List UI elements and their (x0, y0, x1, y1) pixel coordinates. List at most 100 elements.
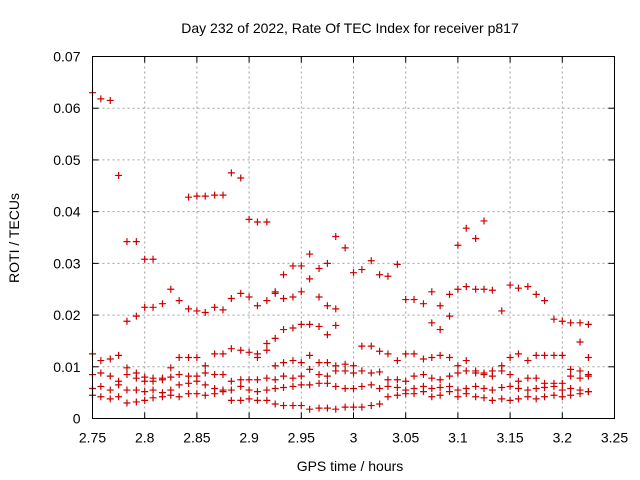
data-point-satellite-12 (350, 369, 357, 377)
data-point-satellite-12 (185, 372, 193, 380)
data-point-satellite-12 (201, 369, 209, 377)
data-point-satellite-12 (454, 369, 462, 377)
data-point-satellite-13 (271, 385, 279, 393)
data-point-satellite-13 (393, 383, 401, 391)
data-point-satellite-3 (219, 191, 227, 199)
data-point-satellite-11 (211, 350, 219, 358)
data-points (89, 89, 592, 413)
data-point-satellite-14 (227, 396, 235, 404)
data-point-satellite-7 (175, 297, 183, 305)
data-point-satellite-11 (506, 353, 514, 361)
data-point-satellite-11 (436, 351, 444, 359)
data-point-satellite-5 (393, 260, 401, 268)
data-point-satellite-14 (498, 395, 506, 403)
data-point-satellite-14 (297, 402, 305, 410)
data-point-satellite-10 (446, 312, 454, 320)
y-tick-label: 0.04 (53, 204, 80, 220)
data-point-satellite-12 (158, 376, 166, 384)
data-point-satellite-12 (472, 369, 480, 377)
data-point-satellite-13 (289, 382, 297, 390)
data-point-satellite-8 (550, 315, 558, 323)
y-tick-label: 0.05 (53, 152, 80, 168)
data-point-satellite-14 (419, 388, 427, 396)
data-point-satellite-12 (506, 371, 514, 379)
data-point-satellite-4 (306, 250, 314, 258)
data-point-satellite-8 (419, 300, 427, 308)
data-point-satellite-14 (524, 393, 532, 401)
data-point-satellite-12 (280, 372, 288, 380)
data-point-satellite-11 (376, 347, 384, 355)
data-point-satellite-14 (141, 396, 149, 404)
data-point-satellite-14 (167, 391, 175, 399)
data-point-satellite-2 (115, 171, 123, 179)
data-point-satellite-11 (185, 353, 193, 361)
data-point-satellite-12 (323, 372, 331, 380)
data-point-satellite-14 (193, 390, 201, 398)
data-point-satellite-13 (428, 385, 436, 393)
data-point-satellite-4 (323, 259, 331, 267)
data-point-satellite-13 (506, 382, 514, 390)
data-point-satellite-8 (488, 286, 496, 294)
data-point-satellite-14 (576, 390, 584, 398)
data-point-satellite-8 (428, 288, 436, 296)
data-point-satellite-13 (175, 381, 183, 389)
data-point-satellite-7 (315, 293, 323, 301)
data-point-satellite-14 (393, 391, 401, 399)
data-point-satellite-14 (532, 395, 540, 403)
data-point-satellite-12 (263, 374, 271, 382)
data-point-satellite-13 (115, 381, 123, 389)
x-tick-label: 2.95 (288, 430, 315, 446)
data-point-satellite-11 (97, 357, 105, 365)
data-point-satellite-14 (271, 400, 279, 408)
data-point-satellite-5 (384, 272, 392, 280)
data-point-satellite-11 (384, 350, 392, 358)
data-point-satellite-14 (550, 391, 558, 399)
data-point-satellite-12 (253, 376, 261, 384)
data-point-satellite-14 (454, 393, 462, 401)
data-point-satellite-14 (558, 393, 566, 401)
data-point-satellite-11 (306, 351, 314, 359)
data-point-satellite-12 (97, 369, 105, 377)
data-point-satellite-8 (436, 302, 444, 310)
data-point-satellite-13 (341, 385, 349, 393)
data-point-satellite-11 (462, 357, 470, 365)
data-point-satellite-7 (158, 300, 166, 308)
data-point-satellite-14 (367, 402, 375, 410)
data-point-satellite-8 (472, 285, 480, 293)
data-point-satellite-14 (123, 399, 131, 407)
axis-ticks: 2.75 2.8 2.85 2.9 2.95 3 3.05 3.1 3.15 3.2 3.25 0 0.… (53, 49, 628, 446)
data-point-satellite-3 (201, 192, 209, 200)
data-point-satellite-13 (367, 381, 375, 389)
data-point-satellite-14 (149, 394, 157, 402)
data-point-satellite-8 (498, 307, 506, 315)
data-point-satellite-11 (550, 351, 558, 359)
data-point-satellite-6 (480, 217, 488, 225)
data-point-satellite-12 (393, 376, 401, 384)
data-point-satellite-14 (245, 395, 253, 403)
data-point-satellite-11 (358, 342, 366, 350)
data-point-satellite-11 (576, 367, 584, 375)
data-point-satellite-4 (315, 265, 323, 273)
data-point-satellite-13 (567, 385, 575, 393)
data-point-satellite-9 (306, 320, 314, 328)
data-point-satellite-12 (558, 379, 566, 387)
data-point-satellite-7 (185, 305, 193, 313)
y-tick-label: 0 (73, 411, 81, 427)
data-point-satellite-13 (558, 386, 566, 394)
data-point-satellite-12 (227, 377, 235, 385)
data-point-satellite-11 (263, 346, 271, 354)
data-point-satellite-12 (332, 367, 340, 375)
data-point-satellite-9 (280, 326, 288, 334)
data-point-satellite-13 (227, 386, 235, 394)
data-point-satellite-12 (175, 371, 183, 379)
chart-title: Day 232 of 2022, Rate Of TEC Index for r… (181, 20, 519, 36)
data-point-satellite-9 (323, 331, 331, 339)
data-point-satellite-12 (211, 371, 219, 379)
data-point-satellite-12 (524, 374, 532, 382)
data-point-satellite-11 (289, 357, 297, 365)
data-point-satellite-12 (402, 377, 410, 385)
data-point-satellite-4 (297, 262, 305, 270)
data-point-satellite-13 (514, 385, 522, 393)
data-point-satellite-13 (132, 386, 140, 394)
